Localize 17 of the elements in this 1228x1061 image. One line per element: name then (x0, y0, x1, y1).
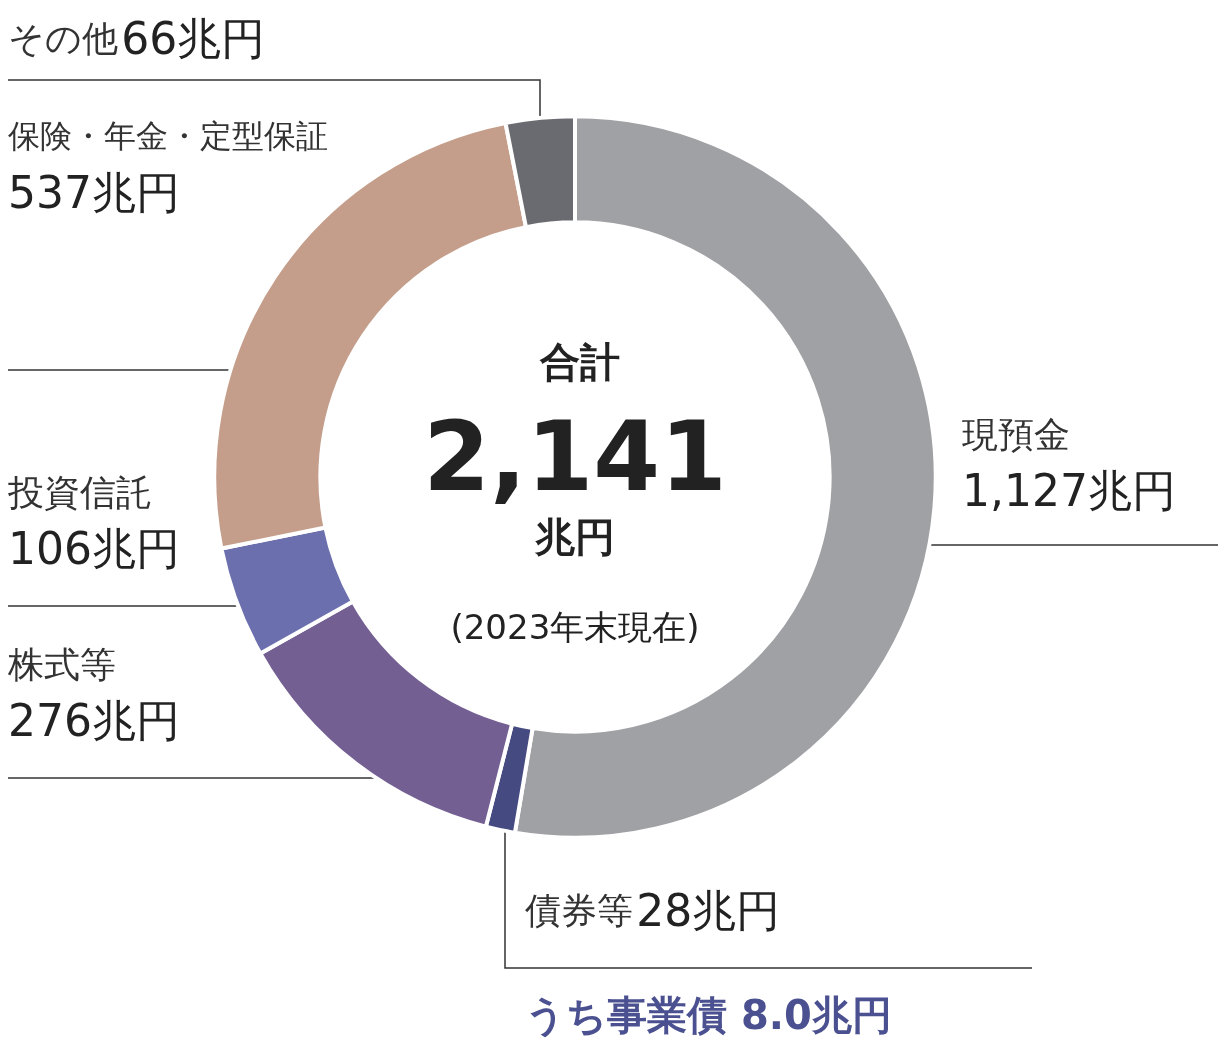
data-label: 1,127兆円 (962, 464, 1176, 516)
slice-label: 保険・年金・定型保証 (8, 117, 328, 155)
slice-label: 投資信託 (7, 471, 152, 513)
text: 合計 (539, 339, 620, 385)
slice-label: 現預金 (962, 413, 1070, 455)
text: 兆円 (534, 514, 615, 560)
slice-label: 債券等 (525, 889, 633, 931)
text: うち事業債 8.0兆円 (525, 992, 892, 1038)
data-label: 106兆円 (8, 522, 180, 574)
data-label: 66兆円 (121, 12, 266, 64)
data-label: 276兆円 (8, 694, 180, 746)
slice-label: その他 (8, 17, 118, 59)
text: 2,141 (423, 401, 727, 513)
text: (2023年末現在) (450, 607, 700, 647)
slice-label: 株式等 (7, 643, 116, 685)
data-label: 28兆円 (636, 884, 781, 936)
data-label: 537兆円 (8, 166, 180, 218)
